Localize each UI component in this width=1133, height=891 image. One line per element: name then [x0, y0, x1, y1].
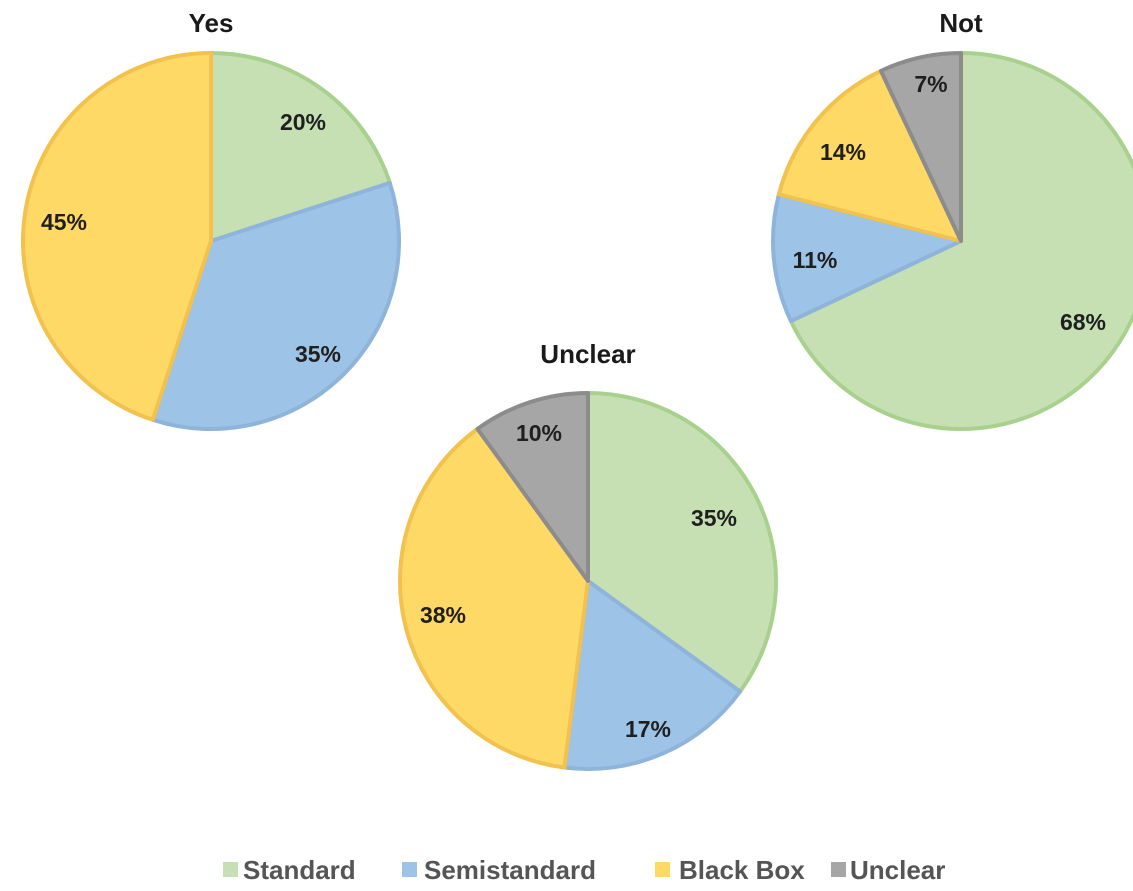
pie-slices-3 — [398, 391, 778, 771]
pie-slice-semistandard — [150, 180, 401, 431]
pie-chart-2: Not 68% 11% 14% 7% — [771, 8, 1133, 431]
slice-label-semistandard: 17% — [625, 716, 671, 742]
slice-label-standard: 68% — [1060, 309, 1106, 335]
slice-label-black-box: 38% — [420, 602, 466, 628]
pie-slice-unclear — [878, 51, 963, 243]
pie-labels-1: 20% 35% 45% — [41, 109, 341, 367]
slice-label-black-box: 14% — [820, 139, 866, 165]
legend-item-standard: Standard — [223, 855, 356, 885]
legend-swatch-standard — [223, 862, 238, 877]
pie-slice-unclear — [475, 391, 590, 583]
legend-label-standard: Standard — [243, 855, 356, 885]
legend-label-unclear: Unclear — [850, 855, 945, 885]
slice-label-black-box: 45% — [41, 209, 87, 235]
pie-slice-semistandard — [562, 579, 743, 771]
pie-slice-standard — [209, 51, 392, 243]
legend-item-black-box: Black Box — [655, 855, 805, 885]
slice-label-standard: 35% — [691, 505, 737, 531]
slice-label-unclear: 7% — [914, 71, 947, 97]
pie-slices-2 — [771, 51, 1133, 431]
pie-title-1: Yes — [189, 8, 234, 38]
slice-label-unclear: 10% — [516, 420, 562, 446]
pie-slice-black-box — [776, 68, 963, 243]
pie-chart-1: Yes 20% 35% 45% — [20, 8, 401, 431]
pie-slice-semistandard — [771, 192, 963, 324]
legend-label-semistandard: Semistandard — [424, 855, 596, 885]
pie-slices-1 — [20, 51, 401, 431]
legend-item-semistandard: Semistandard — [402, 855, 596, 885]
pie-slice-black-box — [20, 51, 213, 422]
pie-slice-standard — [586, 391, 778, 694]
pie-labels-3: 35% 17% 38% 10% — [420, 420, 737, 742]
slice-label-semistandard: 35% — [295, 341, 341, 367]
pie-labels-2: 68% 11% 14% 7% — [793, 71, 1106, 335]
pie-slice-black-box — [398, 426, 590, 770]
pie-chart-3: Unclear 35% 17% 38% 10% — [398, 339, 778, 771]
pie-title-2: Not — [939, 8, 983, 38]
legend: Standard Semistandard Black Box Unclear — [223, 855, 945, 885]
slice-label-standard: 20% — [280, 109, 326, 135]
legend-item-unclear: Unclear — [831, 855, 945, 885]
slice-label-semistandard: 11% — [793, 247, 838, 273]
legend-label-black-box: Black Box — [679, 855, 805, 885]
legend-swatch-black-box — [655, 862, 670, 877]
legend-swatch-unclear — [831, 862, 846, 877]
pie-title-3: Unclear — [540, 339, 635, 369]
legend-swatch-semistandard — [402, 862, 417, 877]
